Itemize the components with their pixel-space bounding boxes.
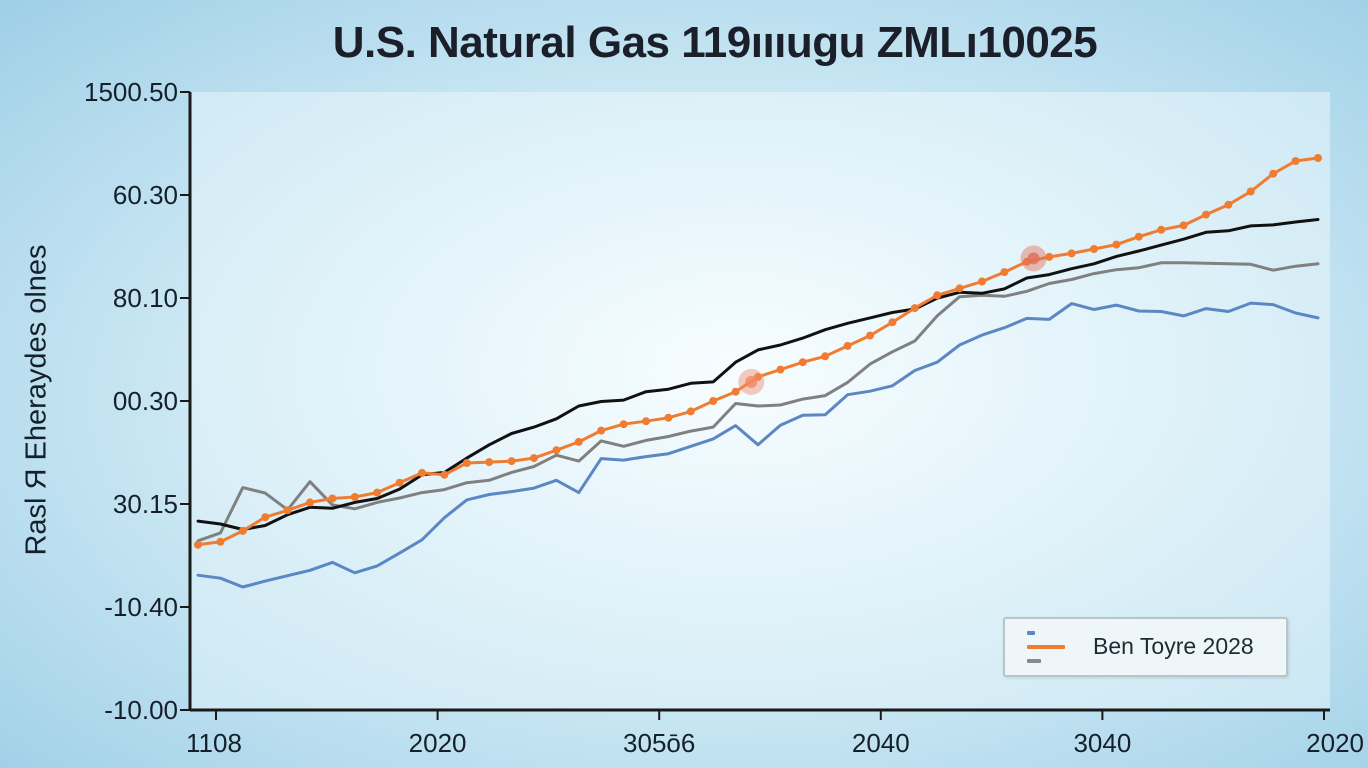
series-point: [283, 506, 292, 515]
series-line: [196, 218, 1320, 531]
series-point: [843, 341, 852, 350]
y-tick-label: -10.00: [104, 695, 178, 725]
series-point: [261, 513, 270, 522]
series-point: [530, 454, 538, 463]
series-point: [910, 304, 919, 313]
legend-swatches: [1025, 631, 1065, 663]
series-point: [1269, 169, 1278, 178]
series-point: [373, 488, 382, 497]
x-tick-label: 1108: [186, 728, 242, 758]
series-point: [194, 540, 202, 549]
series-point: [1045, 252, 1054, 261]
y-tick-label: 1500.50: [84, 77, 178, 107]
chart-title: U.S. Natural Gas 119ıııugu ZMLı10025: [332, 18, 1098, 67]
series-point: [1067, 249, 1076, 258]
y-tick-label: 30.15: [113, 489, 178, 519]
y-tick-label: 60.30: [113, 180, 178, 210]
series-point: [507, 457, 516, 466]
series-point: [1202, 210, 1210, 219]
series-point: [328, 494, 337, 503]
series-point: [306, 498, 314, 507]
legend-label: Ben Toyre 2028: [1093, 633, 1254, 659]
series-point: [1246, 187, 1255, 196]
series-point: [1090, 245, 1098, 253]
plot-area: [190, 92, 1330, 710]
series-line: [196, 301, 1320, 589]
series-layer: [194, 154, 1322, 589]
series-point: [440, 470, 449, 479]
series-point: [709, 397, 718, 405]
legend-swatch: [1027, 631, 1035, 635]
series-point: [978, 277, 986, 286]
series-point: [821, 352, 830, 361]
series-point: [462, 459, 471, 467]
series-point: [1224, 200, 1233, 209]
highlight-point: [1027, 252, 1040, 265]
series-point: [597, 426, 606, 435]
tick-labels: 1500.50 60.30 80.10 00.30 30.15 -10.40 -10.00 1…: [84, 77, 1364, 758]
series-point: [552, 446, 561, 455]
series-point: [866, 331, 874, 340]
x-tick-label: 3040: [1073, 728, 1131, 758]
series-point: [955, 284, 964, 293]
series-point: [1291, 157, 1300, 165]
highlight-point: [745, 375, 758, 388]
legend: Ben Toyre 2028: [1003, 617, 1288, 677]
series-point: [238, 526, 247, 535]
series-point: [776, 365, 785, 374]
series-point: [1314, 154, 1322, 162]
series-point: [642, 417, 650, 426]
x-tick-label: 2040: [852, 728, 910, 758]
axes: [180, 91, 1330, 720]
series-point: [619, 420, 628, 429]
series-point: [395, 478, 404, 487]
legend-swatch: [1027, 659, 1041, 663]
y-tick-label: 00.30: [113, 386, 178, 416]
series-point: [418, 468, 426, 477]
series-point: [664, 413, 673, 422]
series-point: [1157, 225, 1166, 234]
series-point: [1112, 240, 1121, 249]
series-point: [1000, 268, 1009, 277]
series-point: [731, 387, 740, 396]
series-point: [216, 537, 225, 546]
x-tick-label: 2020: [409, 728, 467, 758]
series-point: [1134, 232, 1143, 241]
series-point: [350, 493, 359, 501]
y-tick-label: -10.40: [104, 592, 178, 622]
series-point: [574, 437, 583, 446]
series-point: [933, 291, 942, 300]
series-line: [196, 261, 1320, 543]
x-tick-label: 2020: [1306, 728, 1364, 758]
series-point: [798, 358, 807, 367]
legend-swatch: [1027, 645, 1065, 649]
series-point: [686, 407, 695, 416]
series-point: [485, 458, 494, 467]
x-tick-label: 305ō6: [623, 728, 695, 758]
highlight-layer: [738, 245, 1047, 395]
series-point: [1179, 221, 1188, 230]
series-point: [888, 318, 897, 327]
y-tick-label: 80.10: [113, 283, 178, 313]
